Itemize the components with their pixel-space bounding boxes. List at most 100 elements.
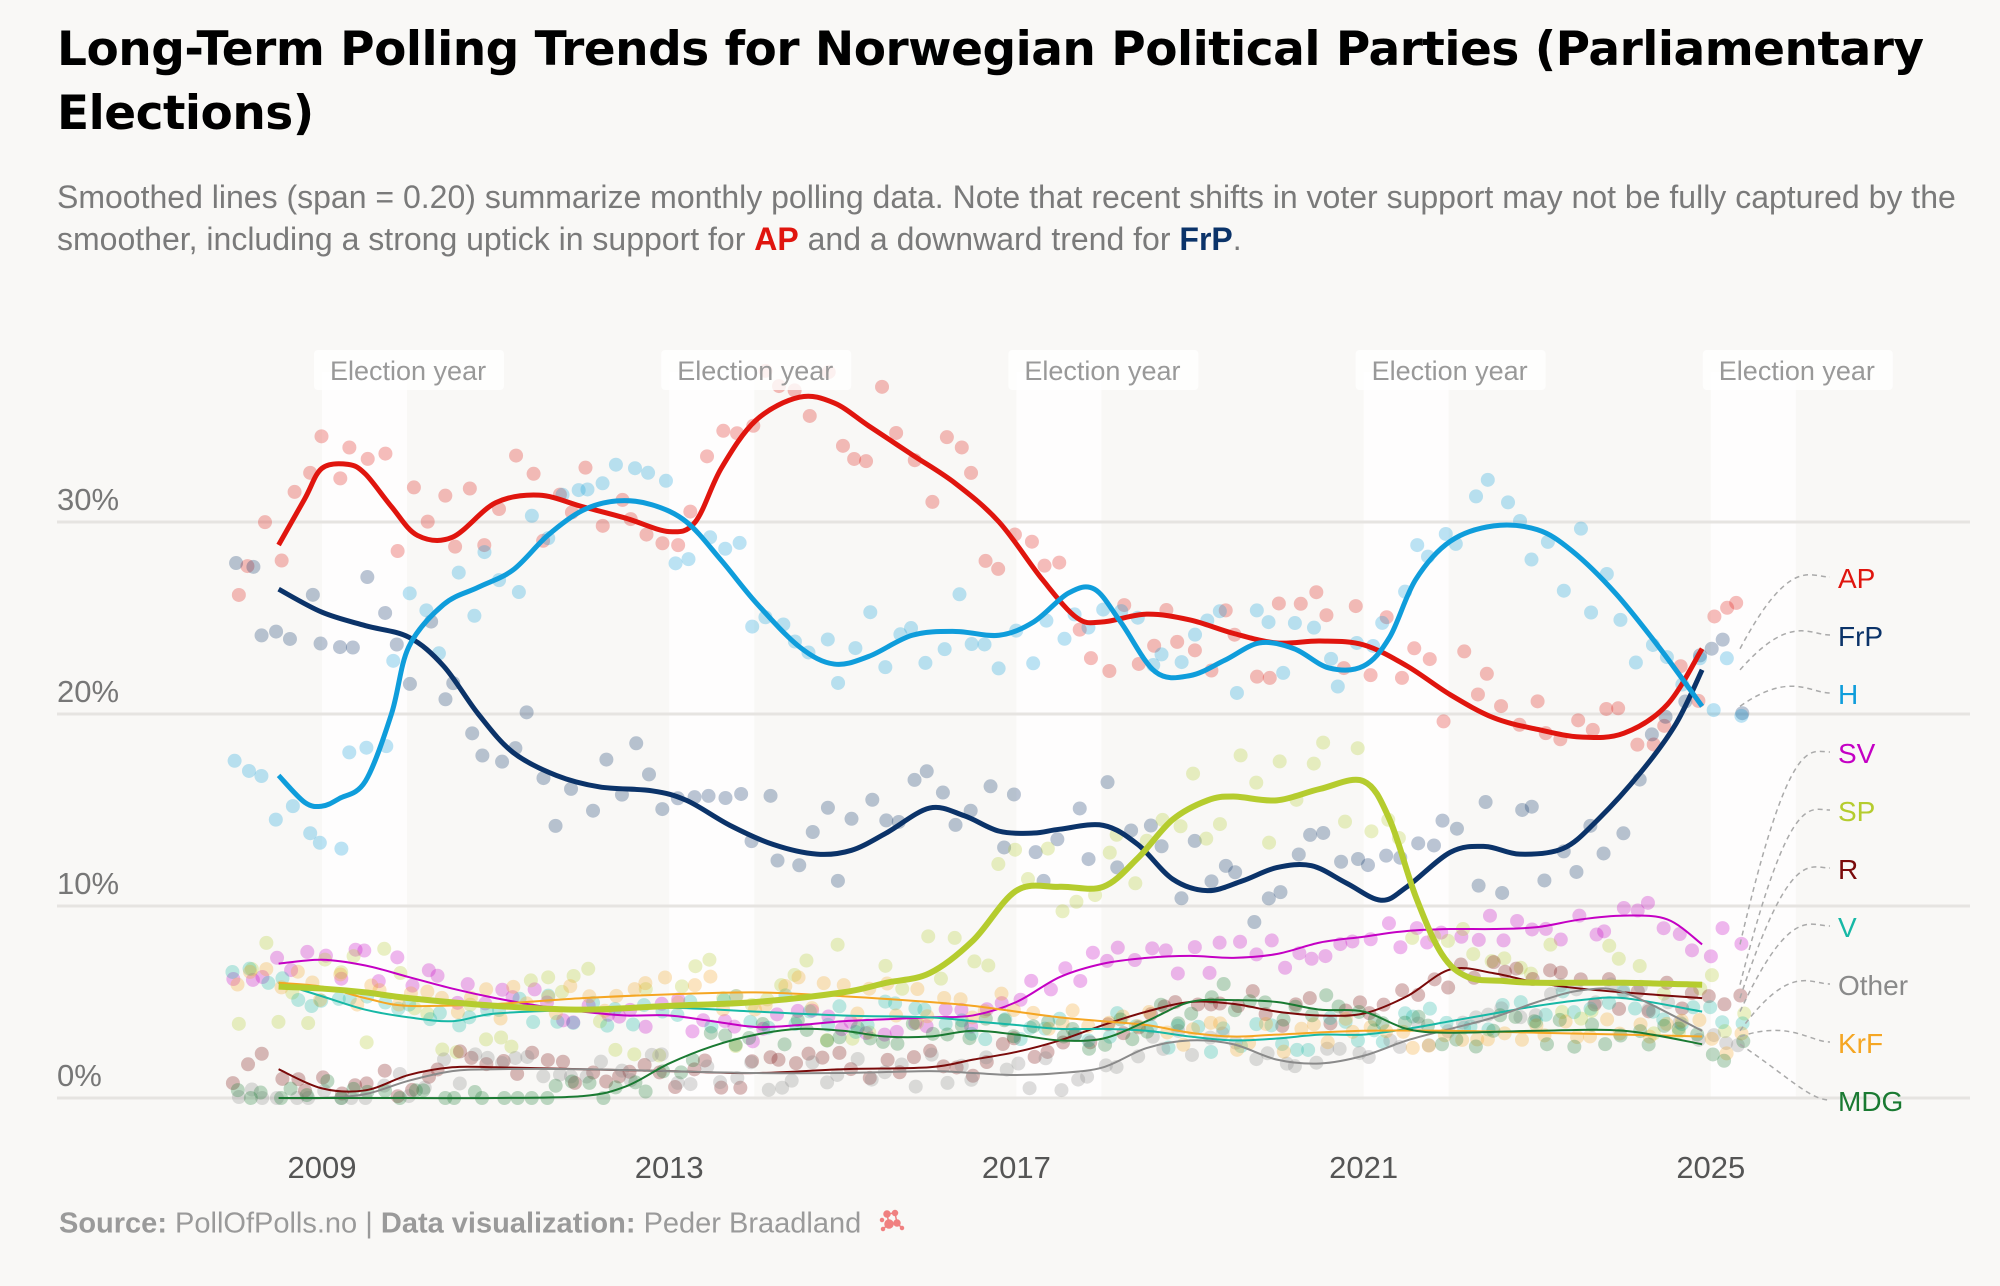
poll-point-ap <box>1407 641 1422 656</box>
election-year-labels: Election year Election year Election year E… <box>314 350 1893 390</box>
poll-point-v <box>1602 995 1617 1010</box>
poll-point-sp <box>674 979 689 994</box>
poll-point-mdg <box>1585 1017 1600 1032</box>
poll-point-r <box>525 1045 540 1060</box>
poll-point-r <box>1323 1016 1338 1031</box>
poll-point-r <box>421 1069 436 1084</box>
poll-point-ap <box>1470 687 1485 702</box>
poll-point-sp <box>830 937 845 952</box>
poll-point-r <box>1717 997 1732 1012</box>
poll-point-h <box>1188 627 1203 642</box>
poll-point-frp <box>495 754 510 769</box>
poll-point-frp <box>345 640 360 655</box>
poll-point-krf <box>1055 1016 1070 1031</box>
poll-point-sp <box>799 953 814 968</box>
poll-point-sv <box>1630 903 1645 918</box>
poll-point-sp <box>1306 756 1321 771</box>
poll-point-sv <box>612 1009 627 1024</box>
poll-point-ap <box>595 518 610 533</box>
poll-point-sp <box>377 941 392 956</box>
poll-point-h <box>991 661 1006 676</box>
poll-point-other <box>1184 1047 1199 1062</box>
poll-point-krf <box>816 976 831 991</box>
poll-point-h <box>1628 655 1643 670</box>
poll-point-v <box>586 995 601 1010</box>
poll-point-h <box>268 812 283 827</box>
poll-point-ap <box>287 484 302 499</box>
poll-point-h <box>878 660 893 675</box>
poll-point-sv <box>566 1015 581 1030</box>
poll-point-sp <box>627 1047 642 1062</box>
poll-point-krf <box>778 979 793 994</box>
poll-point-sp <box>608 1042 623 1057</box>
poll-point-r <box>815 1050 830 1065</box>
poll-point-ap <box>342 440 357 455</box>
poll-point-ap <box>1187 643 1202 658</box>
poll-point-v <box>1216 1021 1231 1036</box>
poll-point-ap <box>257 515 272 530</box>
poll-point-frp <box>1334 854 1349 869</box>
election-year-label: Election year <box>1719 356 1875 386</box>
poll-point-h <box>1287 616 1302 631</box>
poll-point-v <box>1052 1011 1067 1026</box>
poll-point-r <box>697 1053 712 1068</box>
poll-point-krf <box>1719 1046 1734 1061</box>
poll-point-sv <box>954 1002 969 1017</box>
poll-point-other <box>255 1091 270 1105</box>
poll-point-h <box>977 637 992 652</box>
label-leader-other <box>1739 979 1831 1032</box>
poll-point-r <box>1641 1004 1656 1019</box>
poll-point-frp <box>599 752 614 767</box>
poll-point-frp <box>1478 795 1493 810</box>
poll-point-sp <box>845 1031 860 1046</box>
poll-point-r <box>453 1044 468 1059</box>
poll-point-v <box>1405 1009 1420 1024</box>
poll-point-ap <box>1262 670 1277 685</box>
smoothed-lines <box>276 393 1705 1100</box>
label-leader-v <box>1739 923 1831 1012</box>
poll-point-v <box>1398 1006 1413 1021</box>
poll-point-h <box>1306 620 1321 635</box>
poll-point-krf <box>1213 1016 1228 1031</box>
subtitle-highlight-frp: FrP <box>1179 221 1233 257</box>
poll-point-r <box>763 1050 778 1065</box>
poll-point-sv <box>245 972 260 987</box>
poll-point-frp <box>586 803 601 818</box>
poll-point-v <box>1375 1034 1390 1049</box>
poll-point-h <box>1057 631 1072 646</box>
poll-point-ap <box>406 480 421 495</box>
poll-point-mdg <box>1435 1037 1450 1052</box>
poll-point-sp <box>1497 951 1512 966</box>
election-label-bg <box>314 350 504 390</box>
poll-point-frp <box>1379 848 1394 863</box>
poll-point-h <box>1613 612 1628 627</box>
poll-point-frp <box>655 802 670 817</box>
poll-point-other <box>1260 1046 1275 1061</box>
poll-point-mdg <box>1319 988 1334 1003</box>
poll-point-ap <box>1319 608 1334 623</box>
poll-point-h <box>1556 583 1571 598</box>
poll-point-ap <box>1072 622 1087 637</box>
poll-point-other <box>436 1052 451 1067</box>
election-year-label: Election year <box>1024 356 1180 386</box>
poll-point-r <box>254 1046 269 1061</box>
y-tick-label: 10% <box>57 866 119 901</box>
poll-point-sv <box>1110 940 1125 955</box>
poll-point-other <box>830 1067 845 1082</box>
poll-point-h <box>863 605 878 620</box>
poll-point-ap <box>1611 701 1626 716</box>
poll-point-other <box>1544 987 1559 1002</box>
legend-label-ap: AP <box>1838 563 1875 594</box>
poll-point-frp <box>333 640 348 655</box>
poll-point-sv <box>1672 927 1687 942</box>
poll-point-krf <box>748 1002 763 1017</box>
poll-point-ap <box>700 449 715 464</box>
poll-point-ap <box>1024 534 1039 549</box>
poll-point-krf <box>1142 1005 1157 1020</box>
poll-point-sv <box>1127 952 1142 967</box>
poll-point-frp <box>229 556 244 571</box>
poll-point-r <box>1543 963 1558 978</box>
poll-point-frp <box>1081 852 1096 867</box>
poll-point-other <box>1719 1036 1734 1051</box>
poll-point-other <box>536 1069 551 1084</box>
